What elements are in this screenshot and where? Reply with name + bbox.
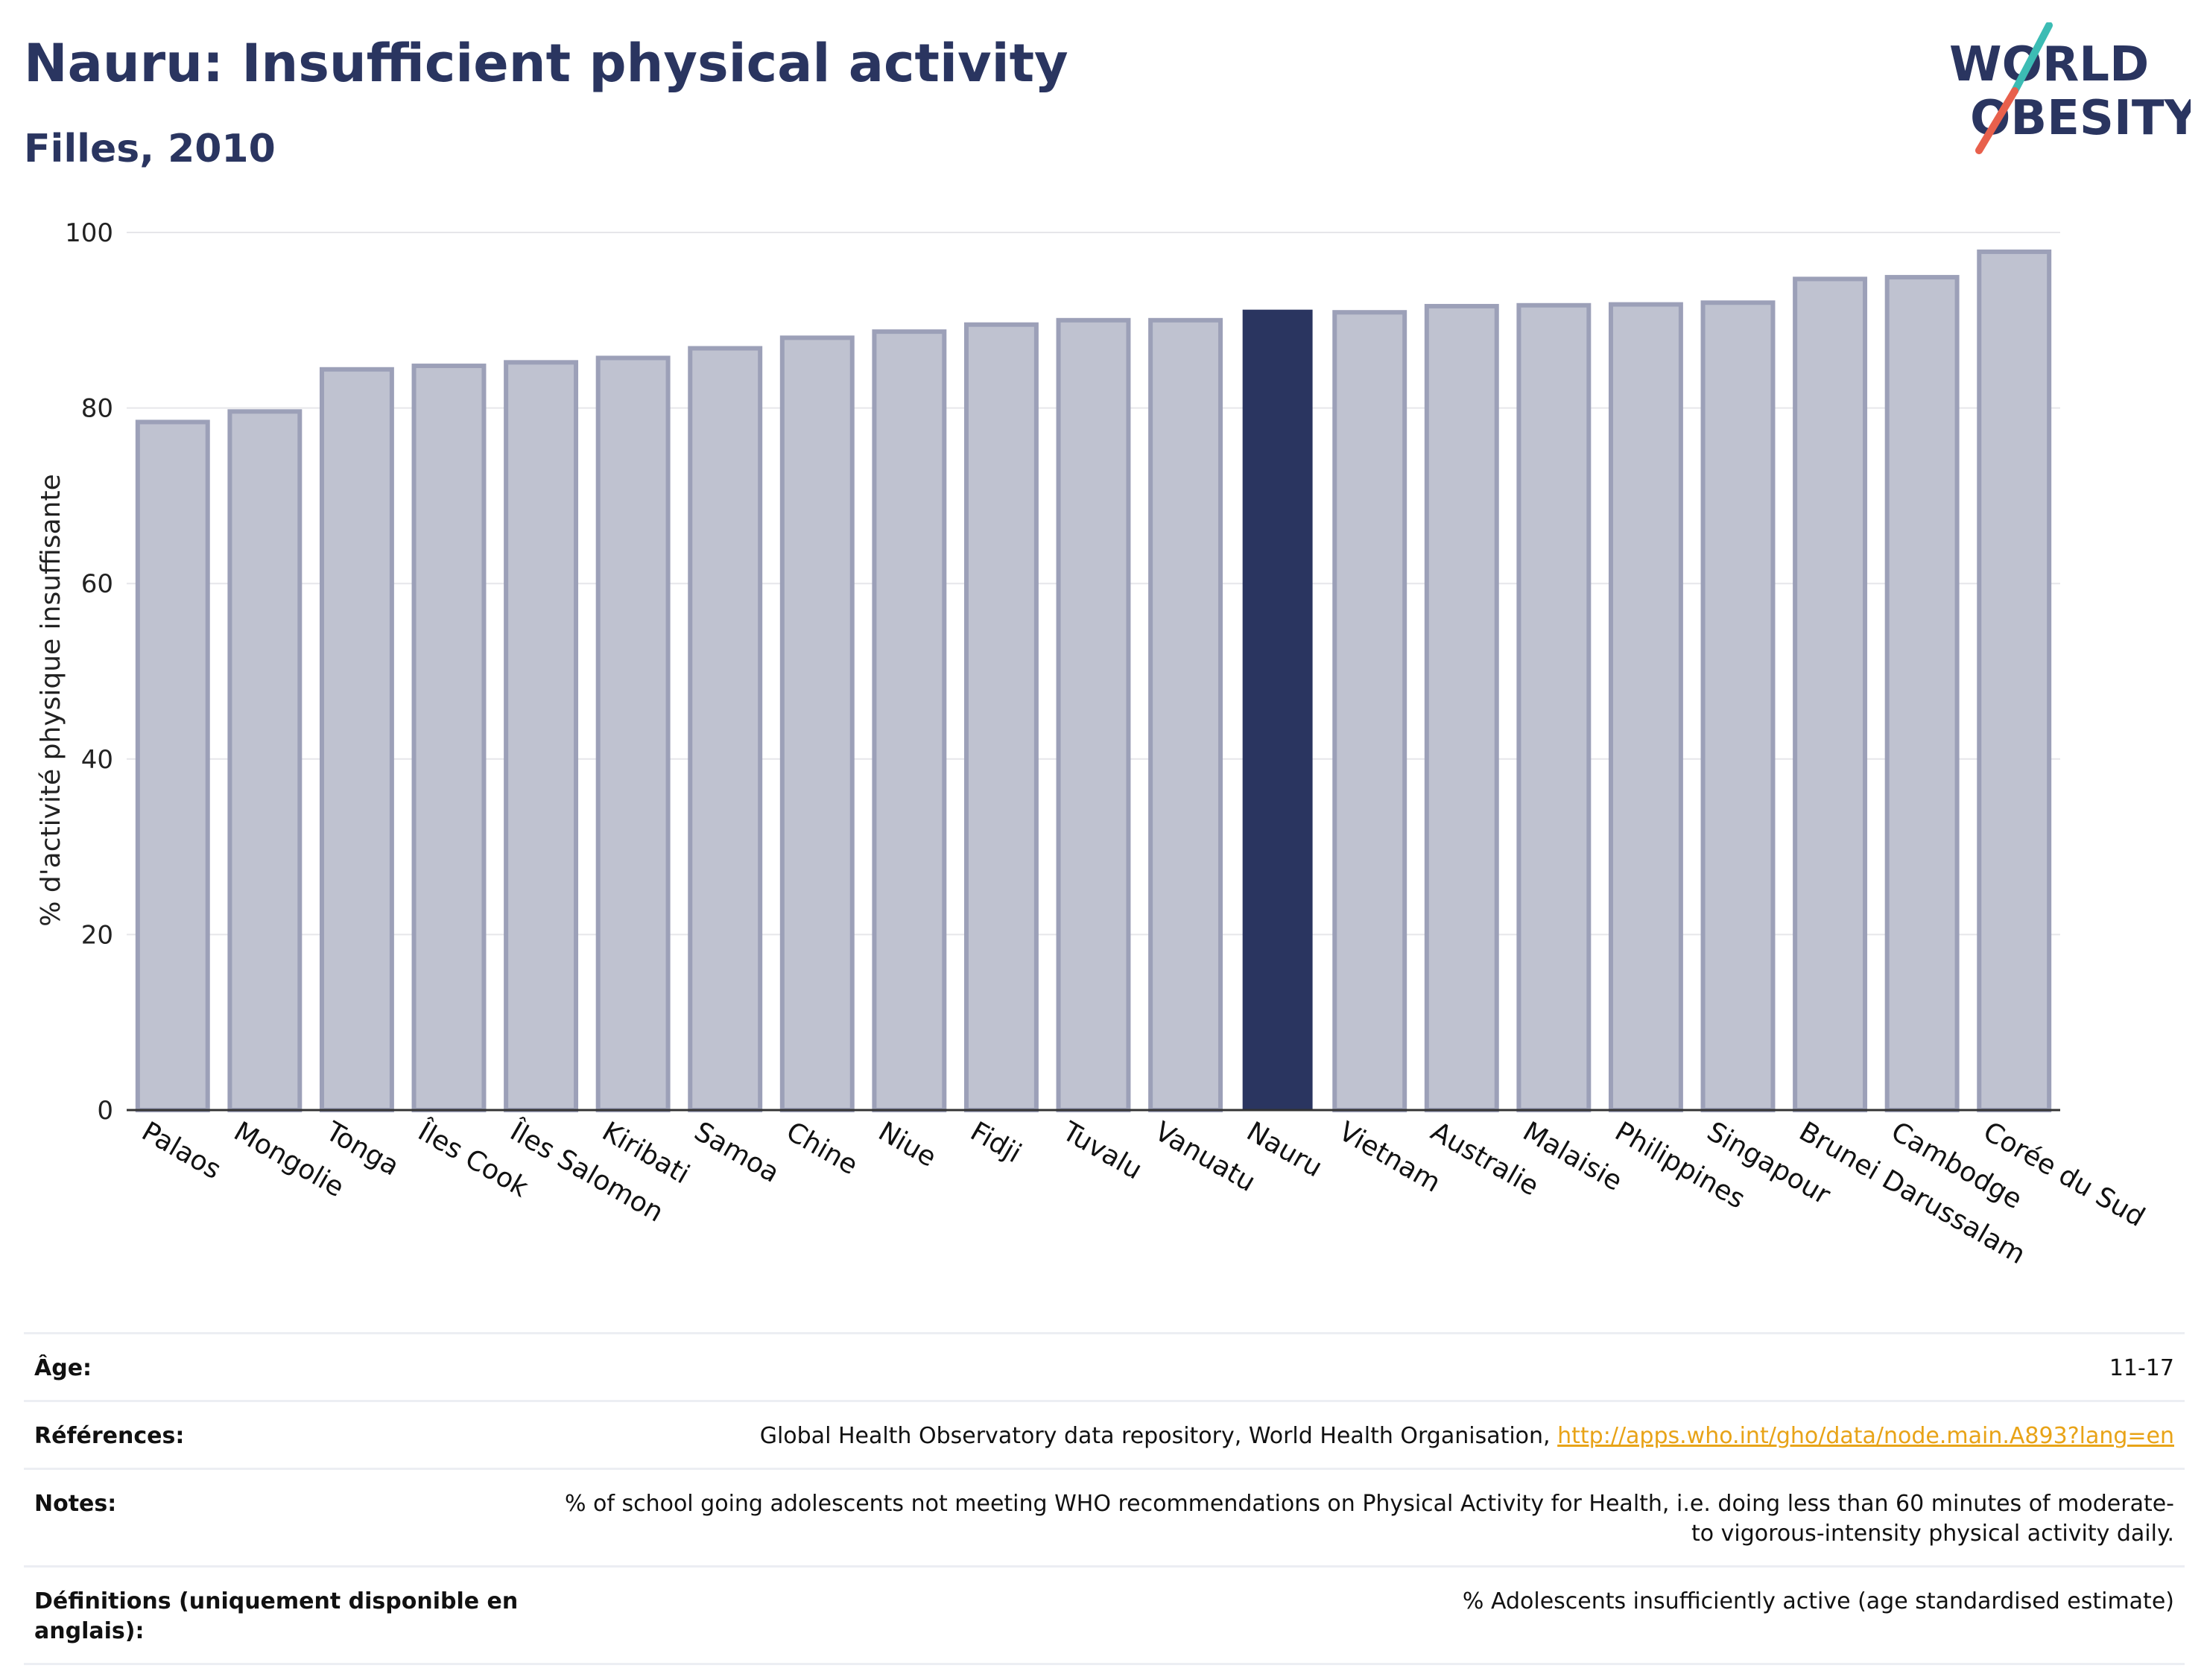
- logo-line1: WORLD: [1949, 37, 2149, 92]
- bar-cor-e-du-sud: [1977, 249, 2052, 1112]
- x-tick-label: Tuvalu: [1057, 1116, 1147, 1186]
- references-text: Global Health Observatory data repositor…: [759, 1423, 1551, 1449]
- notes-value: % of school going adolescents not meetin…: [564, 1491, 2174, 1547]
- notes-table: Âge: 11-17 Références: Global Health Obs…: [24, 1332, 2185, 1665]
- page-title: Nauru: Insufficient physical activity: [24, 33, 1068, 94]
- y-tick-label: 40: [81, 745, 113, 775]
- bar-chine: [779, 335, 855, 1113]
- notes-row-references: Références: Global Health Observatory da…: [24, 1400, 2185, 1468]
- notes-label: Notes:: [34, 1491, 117, 1517]
- logo-line2: OBESITY: [1970, 91, 2191, 146]
- references-label: Références:: [34, 1423, 185, 1449]
- bar-nauru: [1242, 309, 1313, 1110]
- y-tick-label: 60: [81, 569, 113, 599]
- definitions-label: Définitions (uniquement disponible en an…: [34, 1588, 519, 1644]
- bar-niue: [872, 329, 947, 1112]
- y-tick-label: 80: [81, 394, 113, 424]
- age-value: 11-17: [2109, 1355, 2174, 1381]
- bar-vietnam: [1332, 310, 1407, 1112]
- bar-malaisie: [1516, 302, 1592, 1112]
- bar-australie: [1424, 303, 1499, 1112]
- age-label: Âge:: [34, 1355, 92, 1381]
- bar-singapour: [1700, 300, 1776, 1113]
- y-tick-label: 100: [65, 218, 113, 248]
- bar--les-salomon: [504, 360, 579, 1112]
- x-tick-label: Samoa: [689, 1116, 785, 1189]
- bar-fidji: [963, 322, 1039, 1113]
- logo-graphic: WORLD OBESITY: [1949, 22, 2191, 154]
- x-tick-label: Palaos: [136, 1116, 226, 1185]
- bar-cambodge: [1884, 275, 1960, 1112]
- bar-tuvalu: [1056, 317, 1131, 1112]
- bar-layer: [135, 249, 2052, 1113]
- bar-philippines: [1608, 302, 1683, 1113]
- x-tick-label: Îles Salomon: [504, 1115, 669, 1229]
- bar--les-cook: [411, 364, 487, 1112]
- logo-stroke-red: [1975, 87, 2018, 154]
- x-tick-label: Vietnam: [1334, 1116, 1445, 1199]
- notes-row-age: Âge: 11-17: [24, 1332, 2185, 1400]
- bar-mongolie: [227, 409, 303, 1112]
- x-tick-label: Vanuatu: [1150, 1116, 1261, 1198]
- y-tick-label: 0: [97, 1096, 113, 1126]
- bar-vanuatu: [1148, 317, 1223, 1112]
- bar-brunei-darussalam: [1793, 276, 1868, 1113]
- x-tick-label: Fidji: [965, 1116, 1026, 1169]
- logo-stroke-teal: [2011, 22, 2053, 95]
- notes-row-definitions: Définitions (uniquement disponible en an…: [24, 1565, 2185, 1665]
- page-subtitle: Filles, 2010: [24, 127, 276, 171]
- y-tick-label: 20: [81, 920, 113, 950]
- bar-samoa: [688, 346, 763, 1113]
- bar-kiribati: [595, 355, 671, 1113]
- world-obesity-logo: WORLD OBESITY: [1937, 22, 2191, 156]
- x-tick-label: Niue: [873, 1116, 941, 1173]
- bar-chart: 0 20 40 60 80 100 Palaos Mongolie Tonga Îles Cook…: [0, 194, 2204, 1311]
- references-value: Global Health Observatory data repositor…: [760, 1421, 2174, 1451]
- bar-palaos: [135, 419, 210, 1112]
- notes-row-notes: Notes: % of school going adolescents not…: [24, 1468, 2185, 1565]
- y-axis-title: % d'activité physique insuffisante: [36, 474, 66, 926]
- x-tick-label: Chine: [781, 1116, 863, 1181]
- references-link[interactable]: http://apps.who.int/gho/data/node.main.A…: [1557, 1423, 2174, 1449]
- definitions-value: % Adolescents insufficiently active (age…: [1462, 1588, 2174, 1614]
- bar-tonga: [319, 367, 394, 1112]
